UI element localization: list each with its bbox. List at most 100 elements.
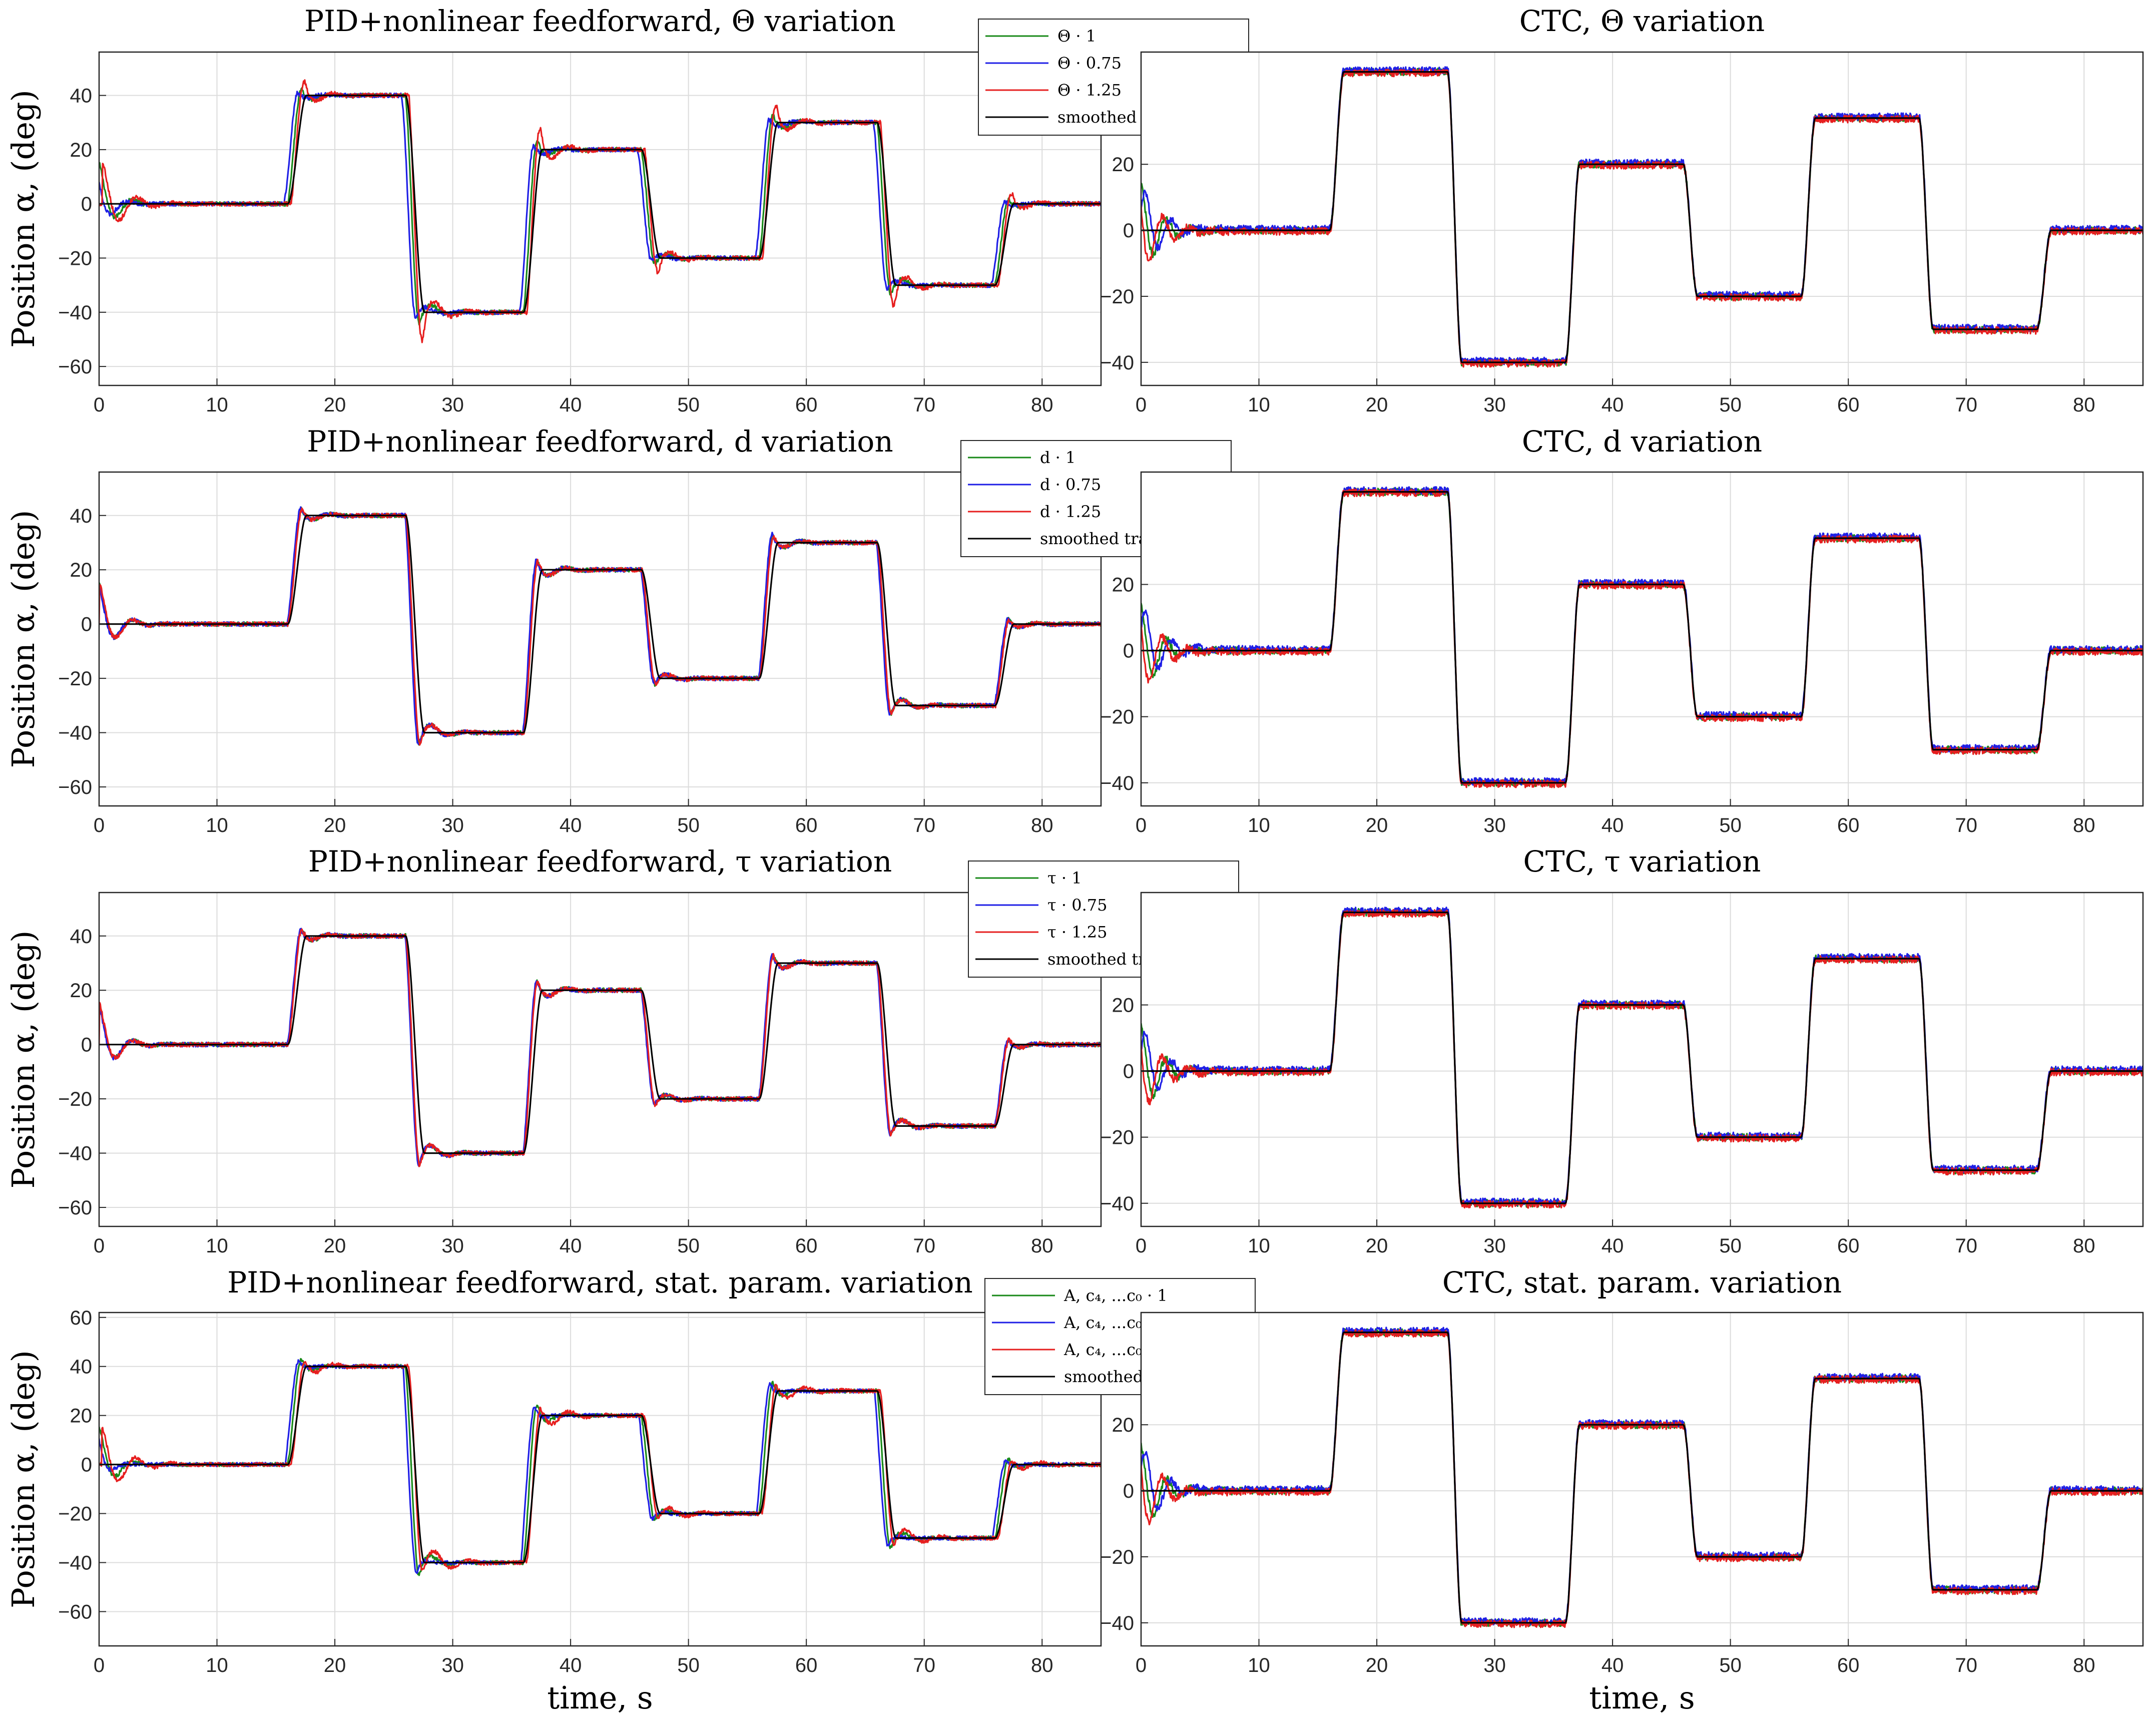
series-group [99,79,1101,343]
y-tick-label: 40 [70,1356,93,1378]
x-tick-label: 20 [324,814,346,836]
series-line [1141,1327,2143,1626]
series-group [1141,907,2143,1209]
y-tick-label: 20 [70,139,93,161]
x-tick-label: 60 [795,814,818,836]
x-tick-label: 20 [324,394,346,416]
x-tick-label: 0 [94,1235,105,1257]
x-tick-label: 60 [1837,1654,1860,1676]
y-tick-label: −20 [1100,1127,1134,1149]
reference-line [99,95,1101,313]
x-tick-label: 30 [441,394,464,416]
y-tick-label: −40 [1100,1612,1134,1634]
series-line [1141,486,2143,786]
x-tick-label: 80 [1031,1654,1053,1676]
plot-area [99,52,1101,385]
legend-entry: τ · 1 [1047,869,1082,888]
x-tick-label: 70 [913,394,935,416]
y-tick-label: −40 [58,1143,92,1165]
y-tick-label: −40 [1100,352,1134,374]
y-tick-label: −20 [58,248,92,270]
x-tick-label: 30 [1483,1235,1506,1257]
series-line [1141,909,2143,1209]
x-axis-label: time, s [1589,1679,1695,1716]
x-tick-label: 20 [324,1654,346,1676]
y-tick-label: 20 [1112,574,1135,596]
plot-area [1141,1313,2143,1646]
x-tick-label: 40 [560,1235,582,1257]
y-tick-label: −20 [1100,286,1134,308]
panel-1-0: 0 10 20 30 40 50 60 70 80 −60 −40 −20 0 20 40 PID+nonli… [5,424,1102,836]
x-tick-label: 70 [913,1235,935,1257]
x-tick-label: 20 [1366,1235,1388,1257]
x-tick-label: 10 [1248,394,1270,416]
y-axis-label: Position α, (deg) [5,90,42,348]
x-tick-label: 40 [1601,394,1624,416]
reference-line [99,515,1101,734]
y-tick-label: 20 [70,1405,93,1427]
x-tick-label: 40 [560,814,582,836]
reference-line [1141,71,2143,363]
x-tick-label: 70 [913,1654,935,1676]
x-tick-label: 10 [1248,1654,1270,1676]
y-axis-label: Position α, (deg) [5,510,42,768]
series-line [99,507,1101,746]
x-tick-label: 60 [1837,814,1860,836]
x-tick-label: 20 [1366,394,1388,416]
x-tick-label: 50 [1719,394,1742,416]
reference-line [1141,491,2143,784]
y-tick-label: −60 [58,1197,92,1219]
axes-box [1140,892,2144,1227]
y-tick-label: 20 [1112,1414,1135,1436]
axes-box [98,892,1102,1227]
y-tick-label: 0 [1123,220,1134,242]
x-tick-label: 40 [1601,1235,1624,1257]
panel-2-1: 0 10 20 30 40 50 60 70 80 −40 −20 0 20 CTC, τ variati… [1100,844,2144,1257]
x-tick-label: 70 [1955,1235,1977,1257]
x-tick-label: 30 [1483,394,1506,416]
reference-line [99,935,1101,1154]
y-tick-label: −40 [1100,772,1134,794]
plot-area [99,893,1101,1226]
x-tick-label: 0 [1136,394,1147,416]
x-tick-label: 50 [677,394,700,416]
x-tick-label: 10 [206,1235,228,1257]
series-group [1141,66,2143,368]
panel-title: PID+nonlinear feedforward, stat. param. … [227,1265,973,1300]
series-group [99,506,1101,746]
x-tick-label: 0 [1136,814,1147,836]
legend-entry: d · 1 [1040,448,1075,467]
panel-2-0: 0 10 20 30 40 50 60 70 80 −60 −40 −20 0 20 40 PID+nonli… [5,844,1102,1257]
x-tick-label: 20 [1366,814,1388,836]
y-tick-label: −20 [58,1088,92,1110]
y-tick-label: −40 [58,1552,92,1574]
axes-box [98,51,1102,386]
panel-title: CTC, Θ variation [1519,4,1765,38]
axes-box [1140,1312,2144,1647]
x-tick-label: 70 [1955,814,1977,836]
plot-area [1141,893,2143,1226]
panel-title: PID+nonlinear feedforward, d variation [307,424,893,459]
panel-3-0: 0 10 20 30 40 50 60 70 80 −60 −40 −20 0 20 40 60 PID+non… [5,1265,1102,1716]
x-tick-label: 40 [1601,814,1624,836]
y-axis-label: Position α, (deg) [5,1350,42,1608]
panel-1-1: 0 10 20 30 40 50 60 70 80 −40 −20 0 20 CTC, d variati… [1100,424,2144,836]
panel-title: PID+nonlinear feedforward, τ variation [308,844,892,879]
x-tick-label: 30 [441,814,464,836]
x-axis-label: time, s [547,1679,653,1716]
x-tick-label: 30 [1483,814,1506,836]
x-tick-label: 10 [1248,814,1270,836]
panel-3-1: 0 10 20 30 40 50 60 70 80 −40 −20 0 20 CTC, stat. par… [1100,1265,2144,1716]
x-tick-label: 0 [94,394,105,416]
y-tick-label: −20 [1100,1546,1134,1568]
legend-entry: τ · 1.25 [1047,923,1107,942]
axes-box [98,1312,1102,1647]
x-tick-label: 10 [206,1654,228,1676]
y-tick-label: 20 [70,980,93,1002]
x-tick-label: 70 [1955,394,1977,416]
x-tick-label: 60 [795,1654,818,1676]
y-tick-label: −40 [58,302,92,324]
legend-entry: d · 1.25 [1040,502,1101,521]
y-tick-label: −20 [1100,706,1134,728]
y-tick-label: 0 [81,1034,92,1056]
